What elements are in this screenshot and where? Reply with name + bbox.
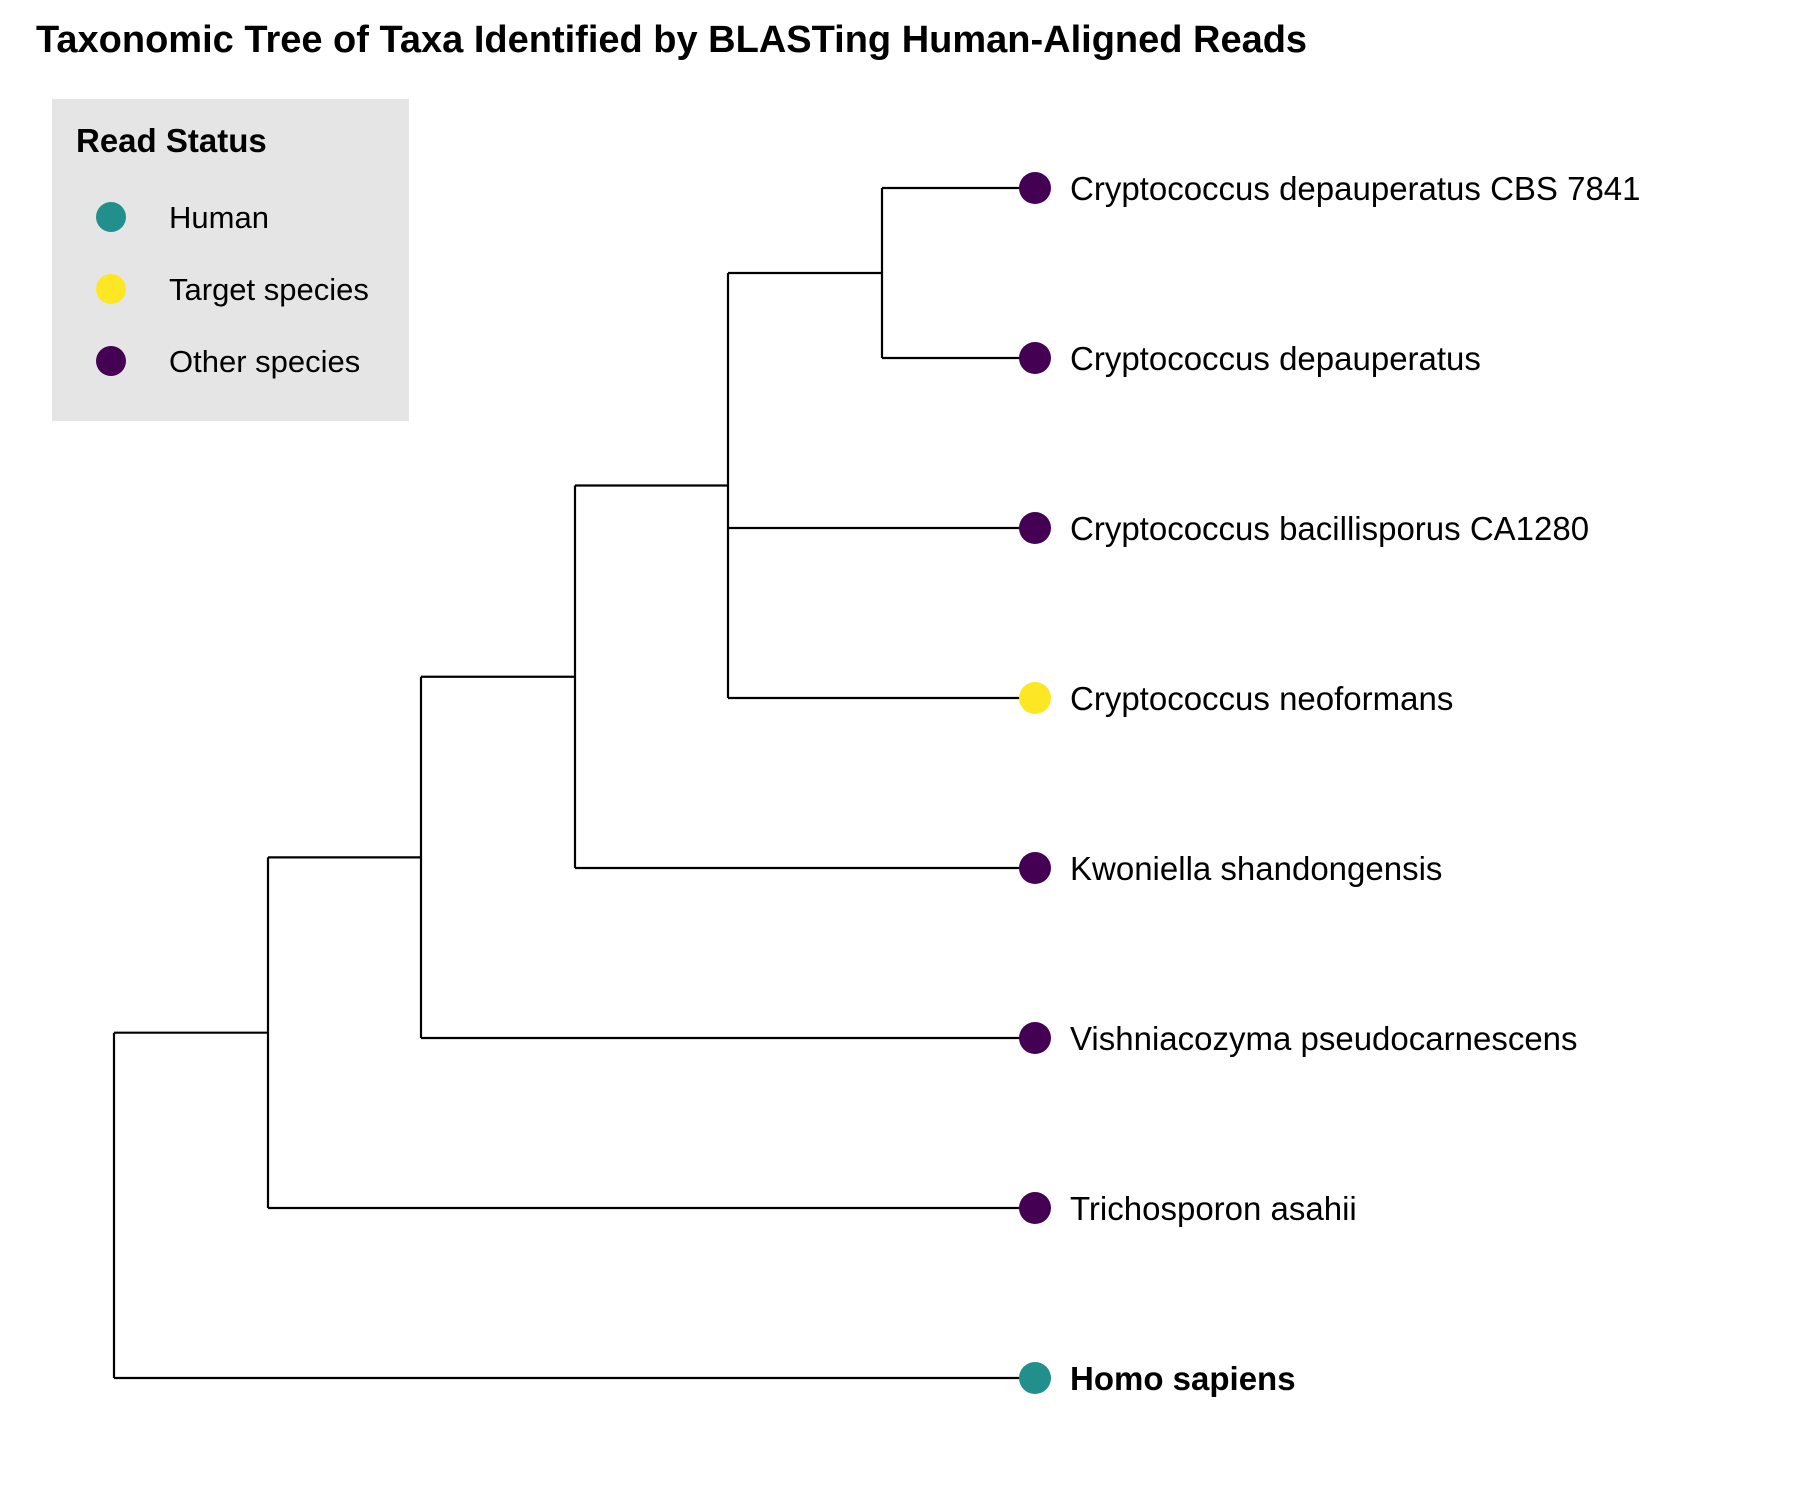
tip-marker-cryptococcus-neoformans <box>1019 682 1051 714</box>
chart-title: Taxonomic Tree of Taxa Identified by BLA… <box>36 19 1307 61</box>
tip-label-kwoniella-shandongensis: Kwoniella shandongensis <box>1070 850 1442 887</box>
legend-title: Read Status <box>76 122 267 159</box>
tip-marker-vishniacozyma-pseudocarnescens <box>1019 1022 1051 1054</box>
tree-branches <box>112 186 1035 1380</box>
tip-label-cryptococcus-depauperatus: Cryptococcus depauperatus <box>1070 340 1481 377</box>
tip-marker-cryptococcus-bacillisporus-ca1280 <box>1019 512 1051 544</box>
tip-label-cryptococcus-neoformans: Cryptococcus neoformans <box>1070 680 1453 717</box>
legend-label-other-species: Other species <box>169 344 360 379</box>
tip-marker-kwoniella-shandongensis <box>1019 852 1051 884</box>
legend-marker-target-species <box>96 274 126 304</box>
tip-marker-cryptococcus-depauperatus <box>1019 342 1051 374</box>
legend-label-human: Human <box>169 200 269 235</box>
tip-marker-trichosporon-asahii <box>1019 1192 1051 1224</box>
tip-label-vishniacozyma-pseudocarnescens: Vishniacozyma pseudocarnescens <box>1070 1020 1578 1057</box>
tip-marker-cryptococcus-depauperatus-cbs-7841 <box>1019 172 1051 204</box>
tip-label-trichosporon-asahii: Trichosporon asahii <box>1070 1190 1357 1227</box>
legend-marker-other-species <box>96 346 126 376</box>
tip-marker-homo-sapiens <box>1019 1362 1051 1394</box>
legend-label-target-species: Target species <box>169 272 369 307</box>
legend-items: Human Target species Other species <box>96 200 369 379</box>
legend-marker-human <box>96 202 126 232</box>
tip-label-cryptococcus-depauperatus-cbs-7841: Cryptococcus depauperatus CBS 7841 <box>1070 170 1641 207</box>
tip-label-homo-sapiens: Homo sapiens <box>1070 1360 1296 1397</box>
tree-tips: Cryptococcus depauperatus CBS 7841 Crypto… <box>1019 170 1641 1397</box>
tip-label-cryptococcus-bacillisporus-ca1280: Cryptococcus bacillisporus CA1280 <box>1070 510 1589 547</box>
legend: Read Status Human Target species Other spe… <box>52 99 409 421</box>
